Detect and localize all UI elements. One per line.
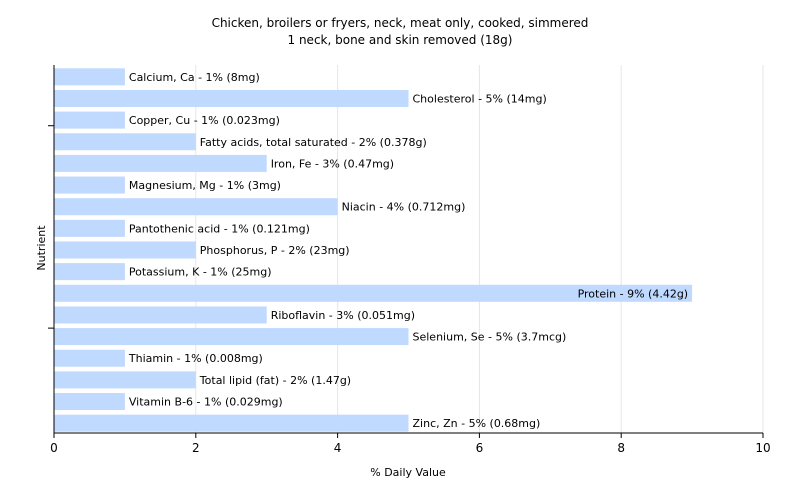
axes: 0 2 4 6 8 10 — [48, 65, 771, 455]
bar-1 — [54, 89, 409, 107]
bar-7 — [54, 219, 125, 237]
chart-title: Chicken, broilers or fryers, neck, meat … — [212, 16, 589, 30]
bar-13 — [54, 349, 125, 367]
x-tick-label-0: 0 — [50, 441, 58, 455]
x-tick-label-8: 8 — [617, 441, 625, 455]
bar-2 — [54, 111, 125, 129]
bar-label-11: Riboflavin - 3% (0.051mg) — [271, 309, 415, 322]
bar-16 — [54, 414, 409, 432]
bar-label-2: Copper, Cu - 1% (0.023mg) — [129, 114, 280, 127]
bar-label-4: Iron, Fe - 3% (0.47mg) — [271, 157, 394, 170]
x-tick-label-2: 2 — [192, 441, 200, 455]
bar-14 — [54, 371, 196, 389]
bar-label-0: Calcium, Ca - 1% (8mg) — [129, 71, 260, 84]
bar-8 — [54, 241, 196, 259]
bar-label-13: Thiamin - 1% (0.008mg) — [128, 352, 263, 365]
bar-label-14: Total lipid (fat) - 2% (1.47g) — [199, 374, 351, 387]
bar-9 — [54, 263, 125, 281]
bar-label-10: Protein - 9% (4.42g) — [578, 287, 689, 300]
bar-label-9: Potassium, K - 1% (25mg) — [129, 266, 272, 279]
bar-label-16: Zinc, Zn - 5% (0.68mg) — [413, 417, 541, 430]
bar-4 — [54, 154, 267, 172]
x-tick-label-6: 6 — [476, 441, 484, 455]
bar-label-5: Magnesium, Mg - 1% (3mg) — [129, 179, 281, 192]
bar-6 — [54, 198, 338, 216]
y-axis-label: Nutrient — [35, 225, 48, 271]
chart-subtitle: 1 neck, bone and skin removed (18g) — [288, 33, 513, 47]
bar-5 — [54, 176, 125, 194]
bar-label-15: Vitamin B-6 - 1% (0.029mg) — [129, 396, 283, 409]
bar-label-8: Phosphorus, P - 2% (23mg) — [200, 244, 350, 257]
x-tick-label-4: 4 — [334, 441, 342, 455]
bar-label-6: Niacin - 4% (0.712mg) — [342, 201, 466, 214]
bar-10 — [54, 284, 693, 302]
bar-0 — [54, 68, 125, 86]
bar-label-3: Fatty acids, total saturated - 2% (0.378… — [200, 136, 427, 149]
bar-label-12: Selenium, Se - 5% (3.7mcg) — [413, 331, 567, 344]
bar-12 — [54, 328, 409, 346]
x-tick-label-10: 10 — [755, 441, 770, 455]
x-axis-label: % Daily Value — [370, 466, 446, 479]
bars: Calcium, Ca - 1% (8mg) Cholesterol - 5% (… — [54, 68, 693, 432]
bar-3 — [54, 133, 196, 151]
bar-label-7: Pantothenic acid - 1% (0.121mg) — [129, 222, 310, 235]
bar-label-1: Cholesterol - 5% (14mg) — [413, 92, 547, 105]
bar-11 — [54, 306, 267, 324]
bar-15 — [54, 393, 125, 411]
